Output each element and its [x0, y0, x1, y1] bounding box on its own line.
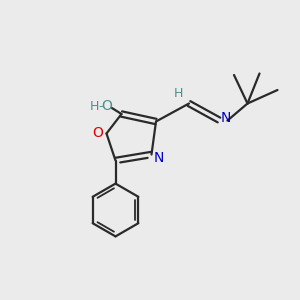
- Text: O: O: [93, 126, 104, 140]
- Text: N: N: [154, 151, 164, 164]
- Text: N: N: [220, 111, 231, 124]
- Text: H: H: [90, 100, 99, 113]
- Text: O: O: [102, 100, 112, 113]
- Text: -: -: [98, 100, 103, 113]
- Text: H: H: [174, 86, 183, 100]
